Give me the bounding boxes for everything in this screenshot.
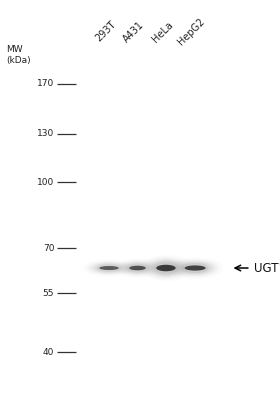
Ellipse shape: [156, 265, 176, 271]
Text: MW
(kDa): MW (kDa): [6, 45, 31, 65]
Ellipse shape: [129, 266, 146, 270]
Ellipse shape: [124, 262, 151, 274]
Text: 70: 70: [43, 244, 54, 253]
Ellipse shape: [178, 262, 212, 274]
Ellipse shape: [153, 262, 179, 274]
Ellipse shape: [94, 263, 125, 273]
Ellipse shape: [148, 259, 185, 277]
Ellipse shape: [181, 263, 209, 273]
Text: UGT1A6: UGT1A6: [254, 262, 280, 274]
Ellipse shape: [175, 261, 215, 276]
Text: 170: 170: [37, 79, 54, 88]
Ellipse shape: [122, 262, 153, 275]
Ellipse shape: [144, 257, 187, 279]
Ellipse shape: [127, 264, 148, 272]
Ellipse shape: [185, 266, 206, 271]
Text: 55: 55: [43, 289, 54, 298]
Text: 100: 100: [37, 178, 54, 187]
Ellipse shape: [99, 266, 119, 270]
Text: HepG2: HepG2: [176, 16, 207, 47]
Text: 293T: 293T: [93, 20, 118, 44]
Ellipse shape: [150, 260, 181, 276]
Ellipse shape: [90, 262, 127, 274]
Text: 130: 130: [37, 129, 54, 138]
Text: A431: A431: [122, 19, 146, 44]
Text: HeLa: HeLa: [150, 20, 175, 44]
Text: 40: 40: [43, 348, 54, 357]
Ellipse shape: [172, 260, 218, 276]
Ellipse shape: [96, 264, 122, 272]
